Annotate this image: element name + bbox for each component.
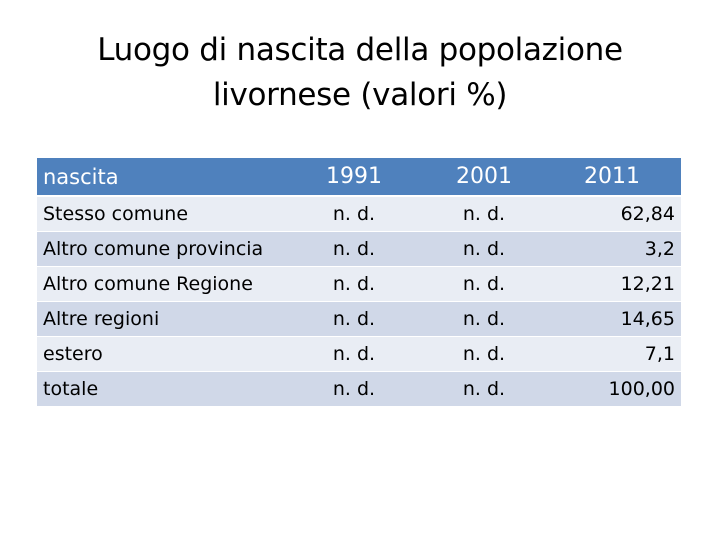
table-row: Altre regioni n. d. n. d. 14,65	[37, 301, 681, 337]
table-row: estero n. d. n. d. 7,1	[37, 336, 681, 372]
cell-2011: 3,2	[549, 231, 681, 267]
header-1991: 1991	[289, 158, 419, 197]
cell-2001: n. d.	[419, 336, 549, 372]
header-nascita: nascita	[37, 158, 289, 197]
header-2001: 2001	[419, 158, 549, 197]
title-line-1: Luogo di nascita della popolazione	[97, 32, 623, 68]
cell-2001: n. d.	[419, 195, 549, 232]
title-line-2: livornese (valori %)	[212, 77, 508, 113]
cell-nascita: Altro comune Regione	[37, 266, 289, 302]
cell-1991: n. d.	[289, 336, 419, 372]
cell-2011: 12,21	[549, 266, 681, 302]
cell-2011: 62,84	[549, 195, 681, 232]
slide-title: Luogo di nascita della popolazione livor…	[0, 28, 720, 118]
header-2011: 2011	[549, 158, 681, 197]
cell-1991: n. d.	[289, 371, 419, 406]
cell-nascita: estero	[37, 336, 289, 372]
cell-1991: n. d.	[289, 266, 419, 302]
table-row: Altro comune provincia n. d. n. d. 3,2	[37, 231, 681, 267]
cell-2001: n. d.	[419, 231, 549, 267]
cell-1991: n. d.	[289, 301, 419, 337]
birthplace-table: nascita 1991 2001 2011 Stesso comune n. …	[37, 158, 681, 406]
cell-1991: n. d.	[289, 195, 419, 232]
table-row: totale n. d. n. d. 100,00	[37, 371, 681, 406]
table-row: Stesso comune n. d. n. d. 62,84	[37, 195, 681, 232]
cell-1991: n. d.	[289, 231, 419, 267]
cell-2011: 100,00	[549, 371, 681, 406]
cell-2001: n. d.	[419, 266, 549, 302]
cell-nascita: totale	[37, 371, 289, 406]
cell-2011: 14,65	[549, 301, 681, 337]
cell-nascita: Stesso comune	[37, 195, 289, 232]
cell-2001: n. d.	[419, 371, 549, 406]
cell-nascita: Altro comune provincia	[37, 231, 289, 267]
cell-2011: 7,1	[549, 336, 681, 372]
cell-nascita: Altre regioni	[37, 301, 289, 337]
table-row: Altro comune Regione n. d. n. d. 12,21	[37, 266, 681, 302]
cell-2001: n. d.	[419, 301, 549, 337]
table-header-row: nascita 1991 2001 2011	[37, 158, 681, 197]
